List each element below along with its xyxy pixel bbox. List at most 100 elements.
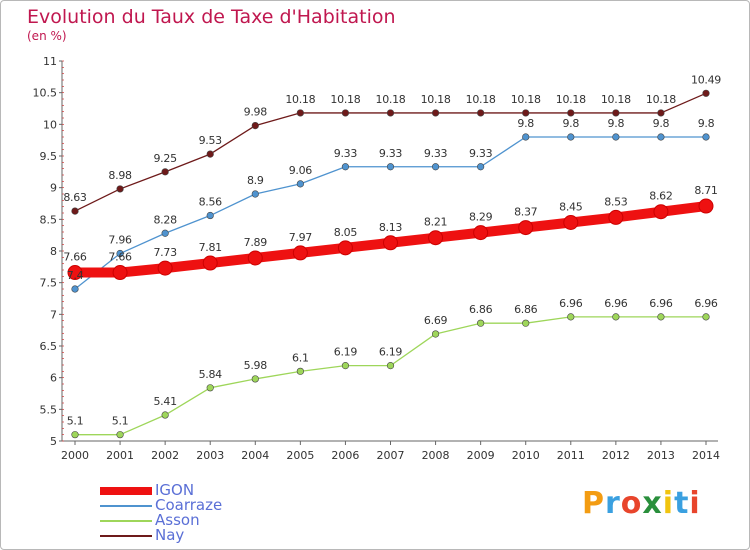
data-label-coarraze: 9.33 (469, 147, 493, 160)
data-point-coarraze (71, 285, 79, 293)
data-label-nay: 10.18 (376, 93, 406, 106)
chart-subtitle: (en %) (27, 29, 67, 43)
data-point-nay (567, 109, 575, 117)
data-label-nay: 10.49 (691, 73, 721, 86)
data-label-coarraze: 9.8 (698, 117, 715, 130)
y-tick-label: 7 (50, 308, 57, 321)
data-point-asson (431, 330, 440, 338)
data-point-igon (653, 204, 669, 220)
data-label-igon: 7.97 (289, 231, 313, 244)
data-point-nay (431, 109, 440, 117)
data-point-coarraze (657, 133, 665, 141)
data-label-nay: 8.98 (108, 169, 132, 182)
x-tick-label: 2010 (512, 449, 540, 462)
data-label-coarraze: 8.28 (153, 213, 177, 226)
y-tick-label: 7.5 (40, 277, 58, 290)
y-tick-label: 5.5 (40, 403, 58, 416)
legend-swatch-igon (100, 487, 152, 495)
data-label-igon: 7.73 (153, 246, 177, 259)
data-label-nay: 9.98 (244, 106, 268, 119)
data-point-coarraze (612, 133, 620, 141)
data-point-nay (386, 109, 395, 117)
data-label-coarraze: 7.96 (108, 234, 132, 247)
x-tick-label: 2003 (196, 449, 224, 462)
data-point-coarraze (161, 229, 169, 237)
data-label-asson: 6.96 (559, 297, 583, 310)
data-point-igon (112, 265, 128, 281)
data-label-nay: 10.18 (421, 93, 451, 106)
chart-title: Evolution du Taux de Taxe d'Habitation (27, 6, 396, 28)
data-point-nay (522, 109, 530, 117)
x-tick-label: 2002 (151, 449, 179, 462)
data-label-igon: 8.37 (514, 206, 538, 219)
legend-label-coarraze: Coarraze (155, 496, 223, 514)
x-tick-label: 2008 (422, 449, 450, 462)
data-label-asson: 6.19 (379, 346, 403, 359)
data-point-igon (67, 265, 83, 281)
data-label-nay: 9.25 (153, 152, 177, 165)
data-point-igon (698, 198, 714, 214)
legend-label-asson: Asson (155, 511, 200, 529)
data-label-asson: 6.96 (694, 297, 718, 310)
data-label-asson: 6.96 (604, 297, 628, 310)
data-label-nay: 10.18 (646, 93, 676, 106)
data-point-asson (386, 362, 395, 370)
legend-swatch-asson (100, 520, 152, 522)
x-tick-label: 2006 (331, 449, 359, 462)
data-point-nay (341, 109, 350, 117)
data-point-asson (702, 313, 710, 321)
data-label-coarraze: 9.33 (424, 147, 448, 160)
data-point-coarraze (296, 180, 304, 188)
x-tick-label: 2004 (241, 449, 269, 462)
data-point-coarraze (341, 163, 350, 171)
data-point-asson (161, 411, 169, 419)
logo-letter: i (689, 486, 701, 521)
data-label-nay: 10.18 (330, 93, 360, 106)
data-point-coarraze (386, 163, 395, 171)
data-point-nay (612, 109, 620, 117)
data-label-asson: 5.1 (67, 415, 84, 428)
data-label-asson: 5.41 (153, 395, 176, 408)
legend-swatch-coarraze (100, 505, 152, 507)
data-label-asson: 5.98 (244, 359, 268, 372)
x-tick-label: 2013 (647, 449, 675, 462)
data-point-nay (116, 185, 124, 193)
data-point-nay (251, 121, 259, 130)
data-point-igon (518, 220, 534, 236)
data-point-asson (71, 431, 79, 439)
logo-letter: t (674, 486, 690, 521)
data-point-igon (563, 215, 579, 230)
legend-swatch-nay (100, 535, 152, 537)
data-label-asson: 6.86 (514, 303, 538, 316)
data-label-asson: 6.69 (424, 314, 448, 327)
y-tick-label: 5 (50, 435, 57, 448)
data-point-coarraze (567, 133, 575, 141)
logo-letter: o (620, 486, 643, 521)
data-label-igon: 8.53 (604, 195, 628, 208)
series-line-asson (74, 316, 707, 436)
proxiti-logo: Proxiti (582, 486, 701, 521)
data-label-asson: 6.19 (334, 346, 358, 359)
data-label-coarraze: 9.33 (334, 147, 358, 160)
data-label-igon: 8.13 (379, 221, 403, 234)
data-point-nay (477, 109, 485, 117)
data-label-nay: 10.18 (556, 93, 586, 106)
data-label-nay: 8.63 (63, 191, 87, 204)
logo-letter: i (662, 486, 675, 521)
data-label-coarraze: 9.8 (608, 117, 625, 130)
legend-label-igon: IGON (155, 481, 195, 499)
data-label-nay: 10.18 (601, 93, 631, 106)
x-tick-label: 2007 (377, 449, 405, 462)
data-point-coarraze (206, 211, 214, 220)
data-point-coarraze (522, 133, 530, 141)
data-point-asson (477, 319, 485, 327)
data-label-igon: 8.62 (649, 190, 672, 203)
data-label-asson: 6.86 (469, 303, 493, 316)
data-point-coarraze (431, 163, 440, 171)
data-label-igon: 8.05 (334, 226, 358, 239)
data-label-igon: 7.66 (108, 251, 132, 264)
data-label-igon: 8.29 (469, 211, 493, 224)
data-point-asson (116, 431, 124, 439)
data-point-asson (206, 384, 214, 392)
